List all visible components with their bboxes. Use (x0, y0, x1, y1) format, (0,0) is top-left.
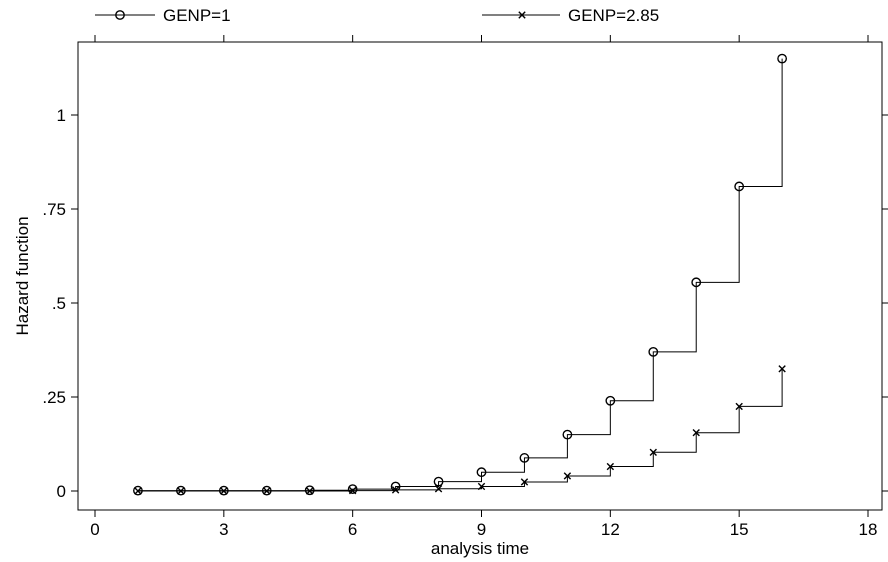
legend-item-1: GENP=1 (95, 6, 231, 25)
data-point (134, 487, 142, 495)
x-marker-stroke (434, 485, 443, 493)
x-marker-stroke (263, 487, 271, 495)
data-point (777, 53, 788, 64)
x-tick-label: 12 (601, 520, 620, 539)
data-point (177, 487, 185, 495)
data-point (220, 487, 228, 495)
y-tick-label: 1 (57, 106, 66, 125)
data-point (476, 467, 487, 478)
y-tick-label: .25 (42, 388, 66, 407)
legend-label-1: GENP=1 (163, 6, 231, 25)
x-tick-label: 6 (348, 520, 357, 539)
x-axis-label: analysis time (431, 539, 529, 558)
legend: GENP=1 GENP=2.85 (95, 6, 659, 25)
x-marker-stroke (778, 365, 786, 373)
data-point (434, 485, 443, 493)
y-tick-label: .5 (52, 294, 66, 313)
data-point (605, 395, 616, 406)
x-marker-stroke (177, 487, 185, 495)
data-point (519, 453, 530, 463)
data-point (691, 277, 702, 288)
x-tick-label: 3 (219, 520, 228, 539)
x-marker-stroke (518, 11, 526, 19)
data-point (433, 476, 444, 487)
series-1 (133, 53, 788, 496)
x-marker-stroke (134, 487, 142, 495)
legend-item-2: GENP=2.85 (482, 6, 659, 25)
data-point (562, 429, 573, 440)
x-marker-stroke (735, 402, 743, 411)
data-point (778, 365, 786, 373)
data-point (263, 487, 271, 495)
plot-frame (77, 41, 883, 511)
x-marker-stroke (520, 478, 529, 486)
series-layer (133, 53, 788, 496)
data-point (306, 487, 314, 495)
data-point (520, 478, 529, 486)
data-point (649, 448, 657, 456)
data-point (304, 485, 315, 496)
series-line-1 (137, 58, 783, 492)
y-axis-label: Hazard function (13, 216, 32, 335)
x-marker-stroke (220, 487, 228, 495)
x-marker-stroke (348, 486, 357, 495)
x-tick-label: 9 (477, 520, 486, 539)
legend-marker-circle (115, 10, 125, 20)
x-marker-stroke (391, 486, 400, 494)
x-marker-stroke (306, 487, 314, 495)
x-marker-stroke (606, 462, 615, 471)
data-point (348, 486, 357, 495)
y-tick-label: 0 (57, 482, 66, 501)
data-point (477, 482, 486, 491)
legend-label-2: GENP=2.85 (568, 6, 659, 25)
data-point (734, 181, 745, 192)
legend-circle-marker (115, 10, 125, 20)
data-point (563, 472, 572, 480)
legend-x-marker (518, 11, 526, 19)
x-marker-stroke (692, 429, 700, 437)
x-marker-stroke (477, 482, 486, 491)
y-tick-label: .75 (42, 200, 66, 219)
legend-marker-x (518, 11, 526, 19)
data-point (735, 402, 743, 411)
data-point (648, 346, 659, 357)
data-point (391, 486, 400, 494)
x-marker-stroke (649, 448, 657, 456)
data-point (606, 462, 615, 471)
x-marker-stroke (563, 472, 572, 480)
data-point (347, 484, 358, 495)
x-axis-ticks: 0 3 6 9 12 15 18 (90, 35, 877, 539)
x-tick-label: 15 (730, 520, 749, 539)
data-point (692, 429, 700, 437)
series-2 (134, 365, 786, 495)
series-line-2 (137, 368, 783, 492)
y-axis-ticks: 0 .25 .5 .75 1 (42, 106, 888, 501)
x-tick-label: 0 (90, 520, 99, 539)
x-tick-label: 18 (859, 520, 878, 539)
